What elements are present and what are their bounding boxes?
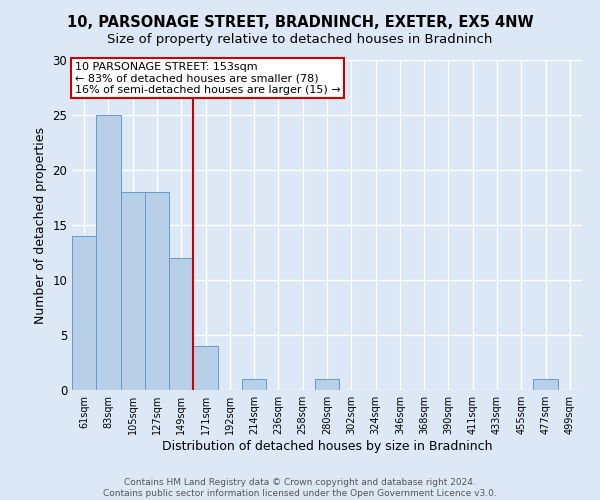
Bar bbox=[72, 236, 96, 390]
Bar bbox=[96, 115, 121, 390]
Bar bbox=[169, 258, 193, 390]
Text: 10, PARSONAGE STREET, BRADNINCH, EXETER, EX5 4NW: 10, PARSONAGE STREET, BRADNINCH, EXETER,… bbox=[67, 15, 533, 30]
Text: Size of property relative to detached houses in Bradninch: Size of property relative to detached ho… bbox=[107, 32, 493, 46]
Y-axis label: Number of detached properties: Number of detached properties bbox=[34, 126, 47, 324]
Text: 10 PARSONAGE STREET: 153sqm
← 83% of detached houses are smaller (78)
16% of sem: 10 PARSONAGE STREET: 153sqm ← 83% of det… bbox=[74, 62, 340, 95]
Bar bbox=[533, 379, 558, 390]
Bar bbox=[145, 192, 169, 390]
Bar bbox=[315, 379, 339, 390]
Bar bbox=[242, 379, 266, 390]
Bar bbox=[193, 346, 218, 390]
Text: Contains HM Land Registry data © Crown copyright and database right 2024.
Contai: Contains HM Land Registry data © Crown c… bbox=[103, 478, 497, 498]
X-axis label: Distribution of detached houses by size in Bradninch: Distribution of detached houses by size … bbox=[162, 440, 492, 453]
Bar bbox=[121, 192, 145, 390]
